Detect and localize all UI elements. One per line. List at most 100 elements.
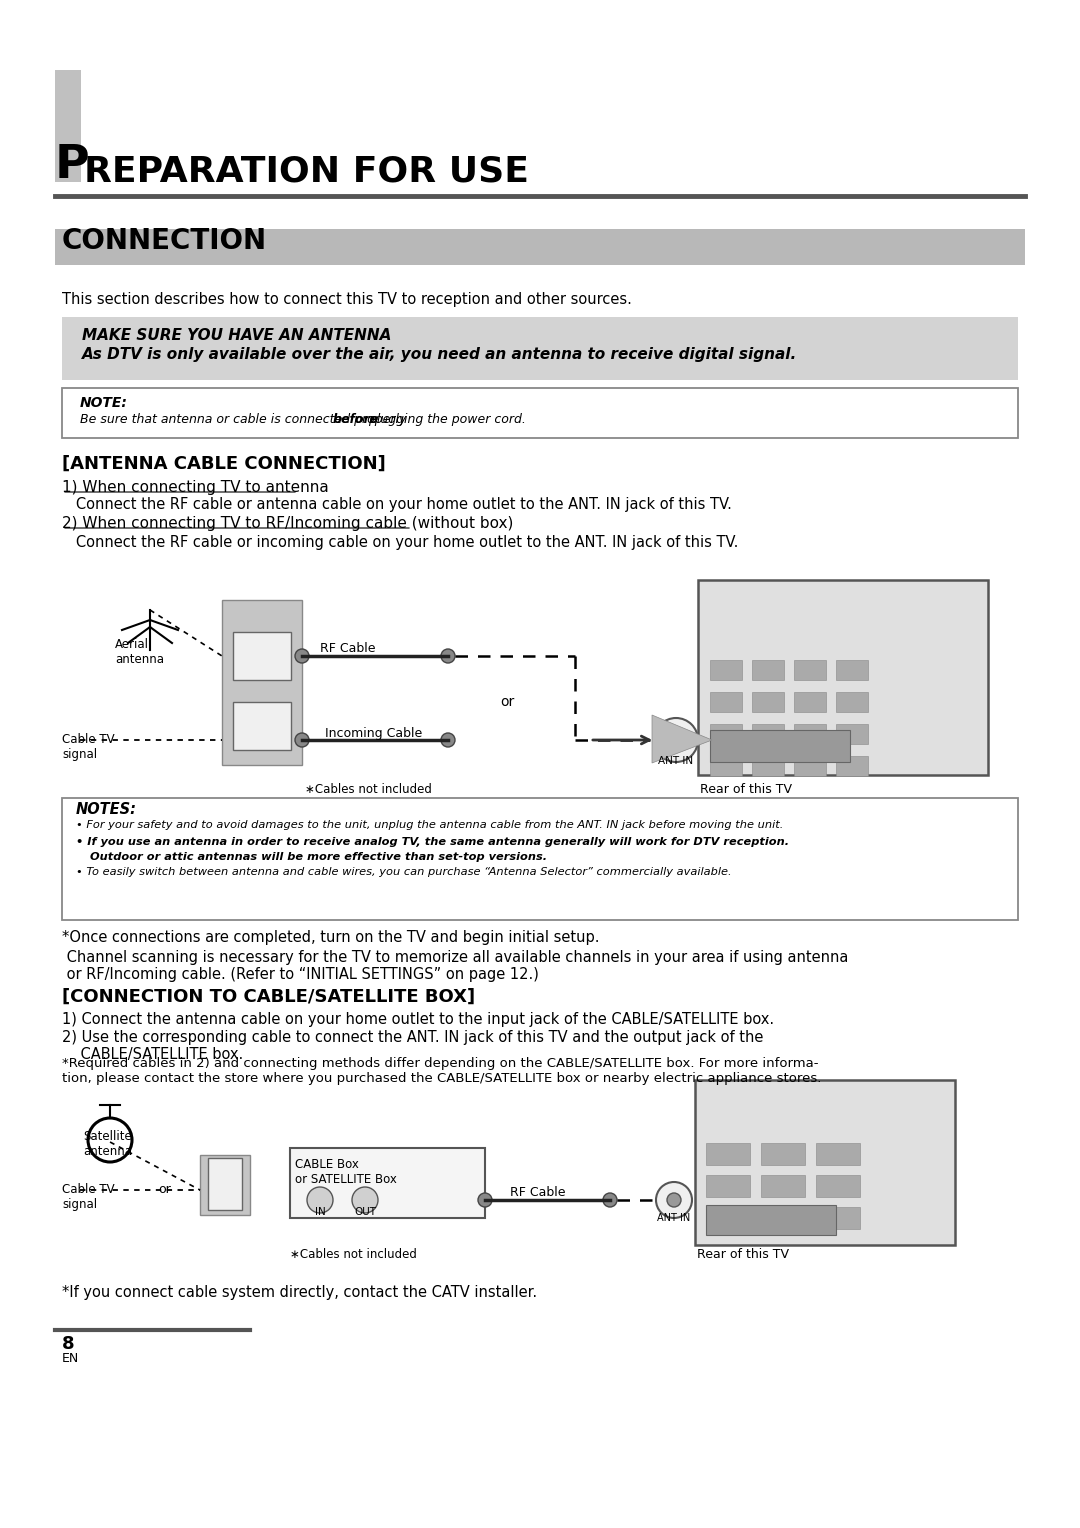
Text: Rear of this TV: Rear of this TV <box>697 1248 789 1261</box>
Bar <box>208 1158 242 1210</box>
Bar <box>836 660 868 680</box>
Bar <box>752 724 784 744</box>
Bar <box>710 724 742 744</box>
Circle shape <box>654 718 698 762</box>
Bar <box>816 1207 860 1229</box>
Text: *If you connect cable system directly, contact the CATV installer.: *If you connect cable system directly, c… <box>62 1285 537 1300</box>
Text: or: or <box>500 695 514 709</box>
Bar <box>706 1206 836 1235</box>
Circle shape <box>441 649 455 663</box>
Bar <box>706 1143 750 1164</box>
Bar <box>696 1080 955 1245</box>
Bar <box>233 633 291 680</box>
Text: EN: EN <box>62 1352 79 1365</box>
Bar <box>710 730 850 762</box>
Bar <box>761 1143 805 1164</box>
Text: ∗Cables not included: ∗Cables not included <box>305 782 432 796</box>
Bar <box>55 229 1025 264</box>
Text: • For your safety and to avoid damages to the unit, unplug the antenna cable fro: • For your safety and to avoid damages t… <box>76 821 783 830</box>
Text: Cable TV
signal: Cable TV signal <box>62 733 114 761</box>
Text: This section describes how to connect this TV to reception and other sources.: This section describes how to connect th… <box>62 292 632 307</box>
FancyBboxPatch shape <box>62 388 1018 439</box>
Text: IN: IN <box>314 1207 325 1216</box>
Bar <box>55 70 81 182</box>
Bar <box>752 756 784 776</box>
Text: 2) Use the corresponding cable to connect the ANT. IN jack of this TV and the ou: 2) Use the corresponding cable to connec… <box>62 1030 764 1062</box>
Circle shape <box>295 733 309 747</box>
Circle shape <box>667 1193 681 1207</box>
Text: plugging the power cord.: plugging the power cord. <box>365 413 526 426</box>
Circle shape <box>307 1187 333 1213</box>
Text: [ANTENNA CABLE CONNECTION]: [ANTENNA CABLE CONNECTION] <box>62 455 386 474</box>
Text: • To easily switch between antenna and cable wires, you can purchase “Antenna Se: • To easily switch between antenna and c… <box>76 866 731 877</box>
Text: Channel scanning is necessary for the TV to memorize all available channels in y: Channel scanning is necessary for the TV… <box>62 950 849 983</box>
Text: CABLE Box
or SATELLITE Box: CABLE Box or SATELLITE Box <box>295 1158 396 1186</box>
Bar <box>761 1207 805 1229</box>
Text: ANT IN: ANT IN <box>658 1213 690 1222</box>
Text: Connect the RF cable or incoming cable on your home outlet to the ANT. IN jack o: Connect the RF cable or incoming cable o… <box>62 535 739 550</box>
Text: RF Cable: RF Cable <box>510 1186 566 1199</box>
Circle shape <box>667 730 685 749</box>
Text: Rear of this TV: Rear of this TV <box>700 782 792 796</box>
Bar <box>62 316 1018 380</box>
Bar <box>836 692 868 712</box>
Text: NOTE:: NOTE: <box>80 396 127 410</box>
Text: *Required cables in 2) and connecting methods differ depending on the CABLE/SATE: *Required cables in 2) and connecting me… <box>62 1057 822 1085</box>
Circle shape <box>656 1183 692 1218</box>
Bar <box>836 756 868 776</box>
Text: 8: 8 <box>62 1335 75 1352</box>
Bar <box>710 692 742 712</box>
Bar <box>710 660 742 680</box>
Bar <box>710 756 742 776</box>
Circle shape <box>478 1193 492 1207</box>
Circle shape <box>352 1187 378 1213</box>
Text: Be sure that antenna or cable is connected properly: Be sure that antenna or cable is connect… <box>80 413 410 426</box>
Bar <box>794 692 826 712</box>
Text: OUT: OUT <box>354 1207 376 1216</box>
Bar <box>698 581 988 775</box>
Polygon shape <box>652 715 712 762</box>
Text: CONNECTION: CONNECTION <box>62 228 267 255</box>
Bar <box>752 692 784 712</box>
Bar <box>291 1148 485 1218</box>
Bar <box>794 724 826 744</box>
Text: MAKE SURE YOU HAVE AN ANTENNA: MAKE SURE YOU HAVE AN ANTENNA <box>82 329 391 342</box>
Text: ∗Cables not included: ∗Cables not included <box>291 1248 417 1261</box>
Text: Connect the RF cable or antenna cable on your home outlet to the ANT. IN jack of: Connect the RF cable or antenna cable on… <box>62 497 732 512</box>
Text: *Once connections are completed, turn on the TV and begin initial setup.: *Once connections are completed, turn on… <box>62 931 599 944</box>
Bar <box>752 660 784 680</box>
Text: As DTV is only available over the air, you need an antenna to receive digital si: As DTV is only available over the air, y… <box>82 347 797 362</box>
Circle shape <box>441 733 455 747</box>
Text: NOTES:: NOTES: <box>76 802 137 817</box>
Bar <box>706 1207 750 1229</box>
Text: Aerial
antenna: Aerial antenna <box>114 639 164 666</box>
Bar <box>222 601 302 766</box>
Bar <box>233 701 291 750</box>
Text: 1) Connect the antenna cable on your home outlet to the input jack of the CABLE/: 1) Connect the antenna cable on your hom… <box>62 1012 774 1027</box>
Text: [CONNECTION TO CABLE/SATELLITE BOX]: [CONNECTION TO CABLE/SATELLITE BOX] <box>62 989 475 1005</box>
Text: Incoming Cable: Incoming Cable <box>325 727 422 740</box>
Text: Satellite
antenna: Satellite antenna <box>83 1131 132 1158</box>
Text: 1) When connecting TV to antenna: 1) When connecting TV to antenna <box>62 480 328 495</box>
Text: RF Cable: RF Cable <box>320 642 376 656</box>
Bar <box>200 1155 249 1215</box>
Bar <box>794 660 826 680</box>
Text: 2) When connecting TV to RF/Incoming cable (without box): 2) When connecting TV to RF/Incoming cab… <box>62 516 513 532</box>
Text: ANT IN: ANT IN <box>659 756 693 766</box>
FancyBboxPatch shape <box>62 798 1018 920</box>
Text: Cable TV
signal: Cable TV signal <box>62 1183 114 1212</box>
Bar <box>816 1175 860 1196</box>
Bar <box>794 756 826 776</box>
Bar <box>836 724 868 744</box>
Bar <box>761 1175 805 1196</box>
Text: REPARATION FOR USE: REPARATION FOR USE <box>84 154 529 188</box>
Circle shape <box>295 649 309 663</box>
Circle shape <box>603 1193 617 1207</box>
Text: Outdoor or attic antennas will be more effective than set-top versions.: Outdoor or attic antennas will be more e… <box>90 853 548 862</box>
Text: P: P <box>55 144 90 188</box>
Text: or: or <box>158 1183 171 1196</box>
Bar <box>706 1175 750 1196</box>
Text: • If you use an antenna in order to receive analog TV, the same antenna generall: • If you use an antenna in order to rece… <box>76 837 789 847</box>
Text: before: before <box>333 413 379 426</box>
Bar <box>816 1143 860 1164</box>
